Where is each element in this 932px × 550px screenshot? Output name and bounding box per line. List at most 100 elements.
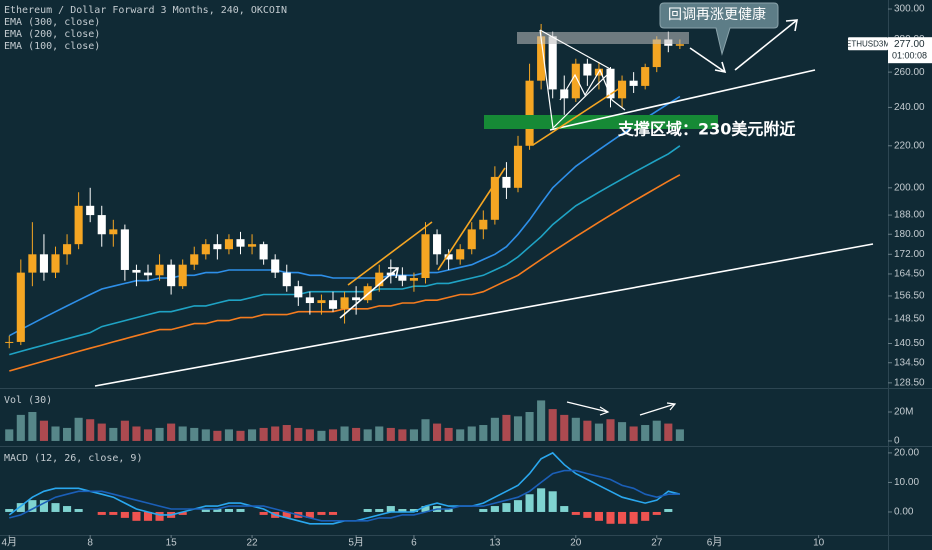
macd-histogram bbox=[606, 511, 615, 524]
candle-body bbox=[39, 254, 48, 273]
macd-histogram bbox=[109, 511, 118, 515]
legend-entry: EMA (300, close) bbox=[4, 17, 100, 28]
volume-bar bbox=[305, 429, 314, 441]
zigzag bbox=[559, 68, 626, 111]
candle-body bbox=[490, 176, 499, 220]
candle-body bbox=[571, 63, 580, 99]
candle-body bbox=[5, 341, 14, 343]
marks: 300.00280.00260.00240.00220.00200.00188.… bbox=[1, 4, 932, 549]
volume-bar bbox=[594, 423, 603, 441]
macd-histogram bbox=[224, 509, 233, 512]
volume-bar bbox=[664, 423, 673, 441]
legend-entry: EMA (200, close) bbox=[4, 29, 100, 40]
volume-bar bbox=[16, 414, 25, 441]
candle-body bbox=[317, 300, 326, 304]
candle-body bbox=[143, 272, 153, 276]
y-tick-label: 0 bbox=[894, 436, 900, 447]
y-tick-label: 220.00 bbox=[894, 140, 925, 151]
x-tick-label: 10 bbox=[813, 538, 825, 549]
candle-body bbox=[213, 244, 222, 250]
macd-histogram bbox=[39, 500, 48, 512]
arrow-head bbox=[599, 406, 610, 416]
symbol-label: ETHUSD3M bbox=[846, 39, 890, 48]
candle-body bbox=[236, 239, 245, 247]
line bbox=[8, 95, 681, 337]
macd-histogram bbox=[490, 506, 499, 512]
x-tick-label: 4月 bbox=[1, 537, 17, 549]
y-tick-label: 240.00 bbox=[894, 102, 925, 113]
macd-histogram bbox=[537, 488, 546, 512]
candle-body bbox=[444, 254, 453, 260]
y-tick-label: 172.00 bbox=[894, 249, 925, 260]
volume-bar bbox=[606, 419, 615, 441]
trend-line bbox=[437, 167, 506, 271]
volume-bar bbox=[74, 417, 83, 441]
macd-histogram bbox=[386, 506, 395, 512]
candle-body bbox=[201, 244, 210, 255]
y-tick-label: 260.00 bbox=[894, 67, 925, 78]
candle-body bbox=[629, 80, 638, 86]
macd-histogram bbox=[178, 511, 187, 515]
candle-body bbox=[328, 300, 338, 309]
y-tick-label: 156.50 bbox=[894, 291, 925, 302]
macd-histogram bbox=[421, 506, 430, 512]
candle-body bbox=[132, 269, 141, 273]
macd-histogram bbox=[63, 506, 72, 512]
volume-bar bbox=[28, 412, 37, 441]
candle-body bbox=[340, 297, 349, 309]
volume-bar bbox=[398, 429, 407, 441]
candle-body bbox=[352, 297, 361, 301]
volume-bar bbox=[167, 423, 176, 441]
candle-body bbox=[155, 264, 164, 276]
macd-histogram bbox=[328, 511, 338, 515]
volume-bar bbox=[213, 430, 222, 441]
candle-body bbox=[513, 145, 523, 188]
candle-body bbox=[282, 272, 291, 287]
macd-histogram bbox=[201, 509, 210, 512]
volume-bar bbox=[444, 427, 453, 441]
symbol-tag bbox=[848, 37, 888, 51]
price-tag-label: 277.00 bbox=[894, 39, 925, 50]
candle-body bbox=[409, 278, 418, 281]
callout bbox=[659, 2, 779, 56]
macd-histogram bbox=[444, 509, 453, 512]
candle-body bbox=[398, 275, 407, 281]
candle-body bbox=[63, 244, 72, 255]
y-tick-label: 164.50 bbox=[894, 269, 925, 280]
y-tick-label: 148.50 bbox=[894, 314, 925, 325]
macd-histogram bbox=[502, 503, 511, 512]
candle-body bbox=[375, 272, 384, 287]
volume-bar bbox=[571, 417, 580, 441]
candle-body bbox=[248, 244, 257, 247]
volume-bar bbox=[583, 420, 592, 441]
candle-body bbox=[224, 239, 233, 250]
volume-bar bbox=[525, 412, 534, 441]
line bbox=[9, 145, 681, 356]
macd-histogram bbox=[398, 509, 407, 512]
macd-histogram bbox=[213, 509, 222, 512]
volume-bar bbox=[236, 430, 245, 441]
macd-histogram bbox=[641, 511, 650, 521]
candle-body bbox=[421, 234, 430, 279]
volume-bar bbox=[641, 425, 650, 441]
macd-histogram bbox=[5, 509, 14, 512]
macd-histogram bbox=[16, 503, 25, 512]
candle-body bbox=[28, 254, 37, 273]
support-zone bbox=[484, 115, 718, 129]
volume-bar bbox=[294, 427, 303, 441]
line bbox=[9, 469, 680, 522]
arrow-head bbox=[785, 19, 798, 32]
volume-bar bbox=[86, 419, 95, 441]
candle-body bbox=[16, 272, 25, 342]
candle-body bbox=[294, 286, 303, 298]
volume-bar bbox=[479, 425, 488, 441]
macd-histogram bbox=[652, 511, 661, 515]
price-tag bbox=[888, 37, 932, 64]
candle-body bbox=[641, 67, 650, 86]
macd-histogram bbox=[74, 509, 83, 512]
macd-histogram bbox=[143, 511, 153, 521]
volume-bar bbox=[560, 414, 569, 441]
candle-body bbox=[548, 36, 557, 90]
